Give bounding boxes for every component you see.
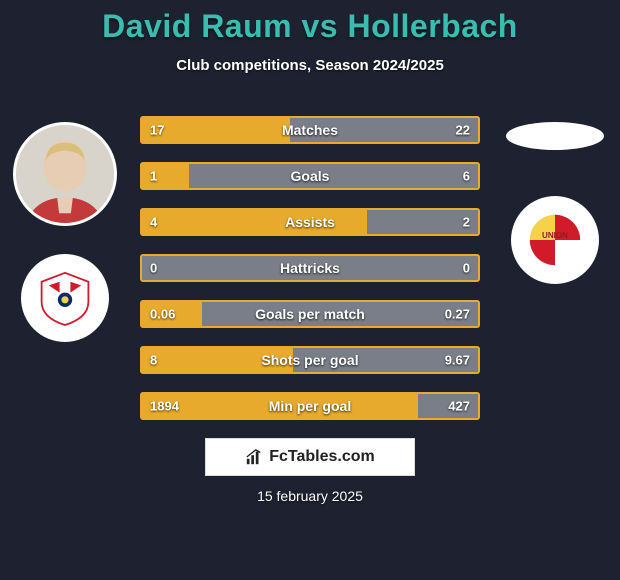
stat-bar: 1894427Min per goal xyxy=(140,392,480,420)
brand-badge: FcTables.com xyxy=(205,438,415,476)
subtitle: Club competitions, Season 2024/2025 xyxy=(0,57,620,74)
stat-bar: 16Goals xyxy=(140,162,480,190)
stat-bar: 00Hattricks xyxy=(140,254,480,282)
person-icon xyxy=(16,124,114,224)
stat-bar: 0.060.27Goals per match xyxy=(140,300,480,328)
stat-bar: 42Assists xyxy=(140,208,480,236)
left-player-column xyxy=(10,122,120,342)
page-title: David Raum vs Hollerbach xyxy=(0,8,620,45)
stat-label: Matches xyxy=(142,122,478,138)
left-player-avatar xyxy=(13,122,117,226)
right-player-club-badge: UNION xyxy=(511,196,599,284)
club-logo-icon: UNION xyxy=(519,204,591,276)
footer-date: 15 february 2025 xyxy=(0,488,620,504)
stat-label: Hattricks xyxy=(142,260,478,276)
right-player-column: UNION xyxy=(500,122,610,284)
stat-label: Assists xyxy=(142,214,478,230)
club-logo-icon xyxy=(29,262,101,334)
svg-text:UNION: UNION xyxy=(542,231,568,240)
stat-label: Shots per goal xyxy=(142,352,478,368)
chart-icon xyxy=(245,448,263,466)
brand-text: FcTables.com xyxy=(269,448,375,466)
stat-label: Goals per match xyxy=(142,306,478,322)
left-player-club-badge xyxy=(21,254,109,342)
stat-bar: 89.67Shots per goal xyxy=(140,346,480,374)
stat-label: Goals xyxy=(142,168,478,184)
right-player-avatar xyxy=(506,122,604,150)
stats-bars: 1722Matches 16Goals 42Assists 00Hattricks 0.… xyxy=(140,116,480,420)
stat-label: Min per goal xyxy=(142,398,478,414)
stat-bar: 1722Matches xyxy=(140,116,480,144)
